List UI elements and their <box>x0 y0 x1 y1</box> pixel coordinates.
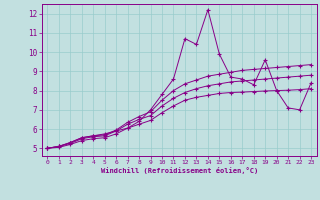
X-axis label: Windchill (Refroidissement éolien,°C): Windchill (Refroidissement éolien,°C) <box>100 167 258 174</box>
